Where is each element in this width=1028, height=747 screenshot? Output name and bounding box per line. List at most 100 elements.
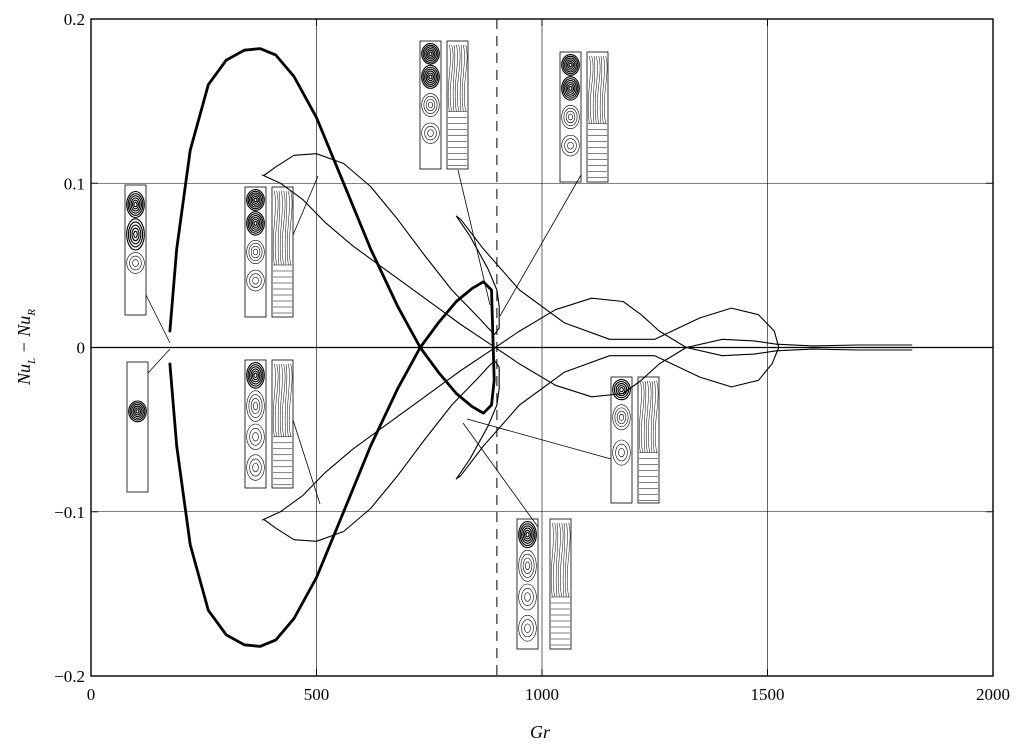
leader-line [147, 348, 171, 374]
streamline-panel [126, 361, 149, 493]
inset-upper-mid [244, 186, 294, 318]
streamline [129, 224, 142, 245]
streamline [127, 221, 144, 248]
isotherm [288, 363, 293, 437]
isotherm [654, 380, 659, 453]
streamline [565, 59, 576, 71]
streamline [126, 252, 145, 274]
streamline [518, 614, 537, 642]
isotherm [601, 55, 605, 124]
streamline [424, 126, 437, 141]
series-line-4 [261, 297, 778, 521]
isotherm [286, 190, 290, 266]
streamline [131, 403, 144, 419]
streamline [252, 248, 259, 256]
streamline [427, 101, 434, 109]
inset-lower-mid [244, 359, 294, 489]
y-tick-label: −0.1 [54, 503, 85, 522]
streamline [127, 193, 144, 216]
isotherm [596, 55, 601, 124]
streamline [246, 423, 265, 450]
streamline [252, 401, 259, 411]
streamline [421, 43, 440, 65]
isotherm [452, 44, 456, 112]
streamline [615, 383, 628, 397]
streamline [568, 85, 573, 91]
isotherm [587, 55, 591, 124]
streamline [614, 407, 629, 428]
x-tick-label: 500 [304, 685, 330, 704]
y-tick-label: 0.1 [64, 174, 85, 193]
isotherm [647, 380, 652, 453]
streamline [619, 387, 624, 393]
isotherm [447, 44, 451, 112]
isotherm [592, 55, 596, 124]
streamline [521, 525, 534, 544]
streamline [253, 220, 258, 226]
streamline [126, 190, 145, 219]
streamline [427, 129, 434, 137]
streamline [524, 561, 531, 570]
isotherm [564, 522, 568, 598]
isotherm [284, 190, 288, 266]
isotherm [603, 55, 608, 124]
streamline [524, 623, 531, 633]
isotherm [566, 522, 571, 598]
streamline [252, 370, 259, 381]
streamline [129, 195, 142, 214]
streamline [421, 93, 440, 117]
streamline [246, 211, 265, 236]
streamline [521, 588, 534, 606]
y-tick-label: −0.2 [54, 667, 85, 686]
inset-left-lower [126, 361, 149, 493]
y-axis-title-sub-right: R [26, 309, 38, 317]
streamline [132, 199, 139, 210]
streamline [567, 83, 574, 93]
streamline [518, 583, 537, 611]
isotherm [277, 190, 281, 266]
inset-right-mid [610, 376, 660, 504]
streamline [249, 427, 262, 446]
isotherm [599, 55, 603, 124]
isotherm [652, 380, 656, 453]
streamline [424, 46, 437, 62]
streamline [246, 189, 265, 211]
isotherm [463, 44, 468, 112]
streamline [133, 230, 138, 239]
isotherm [272, 190, 276, 266]
isotherm [277, 363, 281, 437]
isotherm [459, 44, 463, 112]
streamline [247, 364, 264, 387]
streamline [422, 44, 439, 63]
streamline [250, 194, 261, 206]
isotherm [550, 522, 554, 598]
streamline [247, 213, 264, 234]
x-tick-label: 2000 [976, 685, 1010, 704]
streamline [421, 64, 440, 89]
streamline [612, 404, 631, 431]
streamline [246, 362, 265, 389]
leader-line [145, 294, 171, 344]
streamline [135, 409, 140, 414]
isotherm [557, 522, 561, 598]
streamline [131, 227, 140, 242]
streamline [564, 80, 577, 97]
streamline [250, 368, 261, 383]
streamline [246, 240, 265, 265]
streamline [425, 48, 436, 60]
streamline [564, 138, 577, 153]
isotherm [286, 363, 290, 437]
isotherm [281, 190, 286, 266]
y-axis-title-mid: − Nu [14, 316, 34, 358]
isotherm [559, 522, 564, 598]
leader-line [457, 169, 491, 306]
streamline [561, 105, 580, 130]
streamline [568, 62, 573, 68]
streamline [561, 134, 580, 157]
streamline [246, 390, 265, 422]
plot-frame [90, 18, 994, 677]
streamline [562, 55, 579, 75]
leader-line [462, 422, 539, 528]
streamline [252, 195, 259, 205]
